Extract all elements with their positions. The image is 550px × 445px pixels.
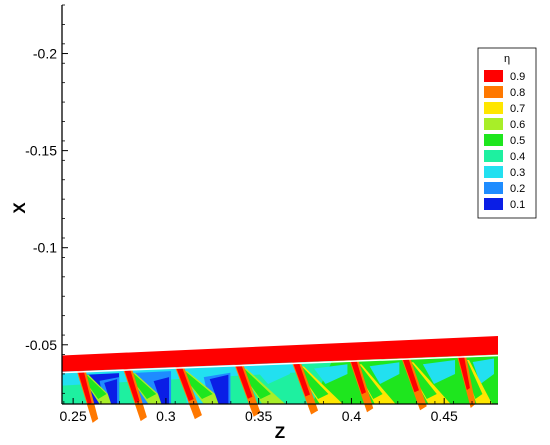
legend-label: 0.7 [510, 103, 525, 115]
legend-swatch [484, 166, 503, 178]
legend-label: 0.8 [510, 87, 525, 99]
contour-jet [458, 356, 470, 391]
y-tick-label: -0.15 [25, 143, 57, 159]
contour-region [314, 364, 348, 384]
contour-jet [77, 370, 92, 405]
x-tick-label: 0.35 [245, 408, 272, 424]
legend-label: 0.1 [510, 199, 525, 211]
contour-region [422, 360, 456, 384]
x-tick-label: 0.3 [156, 408, 176, 424]
contour-region [369, 362, 400, 384]
contour-jet [350, 360, 366, 395]
legend-label: 0.9 [510, 71, 525, 83]
legend-label: 0.2 [510, 183, 525, 195]
legend-label: 0.5 [510, 135, 525, 147]
contour-jet [235, 364, 253, 399]
contour-jet [402, 358, 419, 393]
y-tick-label: -0.2 [33, 46, 57, 62]
ticks: 0.25 0.3 0.35 0.4 0.45 -0.2 -0.15 -0.1 -0.05 [25, 4, 491, 424]
band-edge [61, 354, 499, 374]
legend-label: 0.6 [510, 119, 525, 131]
contour-region [153, 377, 170, 404]
legend-swatch [484, 150, 503, 162]
axes [61, 5, 498, 405]
legend-swatch [484, 134, 503, 146]
legend-items: 0.9 0.8 0.7 0.6 0.5 0.4 0.3 0.2 0.1 [484, 70, 525, 211]
contour-jet [124, 369, 140, 404]
legend-swatch [484, 86, 503, 98]
contour-jet [176, 367, 194, 402]
legend-swatch [484, 70, 503, 82]
legend-swatch [484, 102, 503, 114]
cooling-band [62, 336, 498, 372]
x-tick-label: 0.45 [431, 408, 458, 424]
contour-region [472, 358, 494, 384]
y-axis-title: X [10, 202, 29, 214]
x-axis-title: Z [275, 423, 285, 442]
y-tick-label: -0.1 [33, 240, 57, 256]
legend: η 0.9 0.8 0.7 0.6 0.5 0.4 0.3 0.2 0.1 [477, 47, 537, 219]
legend-swatch [484, 118, 503, 130]
legend-swatch [484, 198, 503, 210]
x-tick-label: 0.4 [342, 408, 362, 424]
x-tick-label: 0.25 [60, 408, 87, 424]
contour-region [209, 374, 229, 404]
contour-region [104, 379, 118, 404]
contour-field [61, 336, 499, 423]
legend-title: η [504, 53, 510, 65]
legend-label: 0.3 [510, 167, 525, 179]
y-tick-label: -0.05 [25, 337, 57, 353]
contour-jet [292, 362, 311, 397]
legend-swatch [484, 182, 503, 194]
legend-label: 0.4 [510, 151, 525, 163]
contour-region [256, 366, 290, 384]
